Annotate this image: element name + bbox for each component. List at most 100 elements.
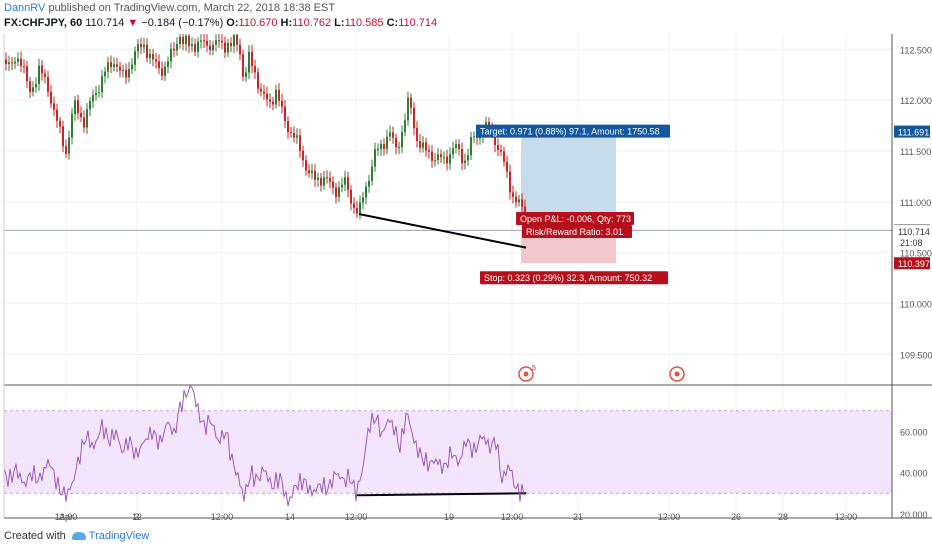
candle-body [254,66,256,73]
candle-body [422,142,424,148]
down-arrow-icon: ▼ [127,17,139,29]
time-tick-label: Apr [59,512,73,522]
candle-body [389,132,391,137]
last-price-badge: 110.714 [898,227,930,237]
candle-body [5,59,7,64]
candle-body [479,137,481,139]
last-price-badge-bg [894,224,930,237]
time-tick-label: 12:00 [55,512,78,522]
candle-body [269,99,271,102]
candle-body [47,76,49,92]
event-dot-icon [523,371,529,377]
candle-body [413,107,415,129]
price-tick-label: 111.500 [900,147,931,157]
stop-label-bg [480,271,668,285]
candle-body [302,150,304,161]
candle-body [518,199,520,203]
candle-body [173,48,175,51]
rr-label-bg [522,225,632,239]
candle-body [335,187,337,198]
candle-body [356,208,358,214]
candle-body [296,135,298,138]
candle-body [236,35,238,45]
candle-body [449,154,451,164]
price-tick-label: 110.500 [900,249,932,259]
candle-body [83,117,85,128]
candle-body [77,100,79,114]
candle-body [281,100,283,107]
candle-body [347,177,349,190]
target-price-badge-bg [894,125,930,138]
event-count: 5 [532,365,536,372]
candle-body [275,89,277,105]
candle-body [209,45,211,51]
candle-body [248,51,250,73]
trendlines[interactable] [355,213,527,497]
rsi-trendline [355,492,527,497]
candle-body [218,40,220,42]
candle-body [362,197,364,203]
candle-body [80,113,82,118]
candle-body [221,40,223,43]
candle-body [458,144,460,149]
time-tick-label: 12:00 [658,512,681,522]
price-change: −0.184 (−0.17%) [141,17,224,29]
rsi-band [4,410,892,494]
candle-body [425,142,427,151]
candle-body [152,53,154,60]
high-label: H: [280,17,293,29]
candle-body [239,44,241,55]
candle-body [392,132,394,138]
symbol-name[interactable]: FX:CHFJPY, 60 [4,17,83,29]
candle-body [191,44,193,47]
candle-body [50,91,52,104]
candle-body [134,51,136,65]
candle-body [515,196,517,203]
candle-body [299,135,301,151]
pnl-label-bg [516,212,634,226]
candle-body [272,101,274,105]
candle-body [314,170,316,180]
symbol-legend: FX:CHFJPY, 60 110.714 ▼ −0.184 (−0.17%) … [4,17,437,29]
price-tick-label: 110.000 [900,300,932,310]
candle-body [215,40,217,45]
candle-body [182,36,184,45]
time-tick-label: 19 [444,512,454,522]
candle-body [233,35,235,47]
candle-body [155,59,157,62]
candle-body [116,64,118,67]
candle-body [263,91,265,94]
candle-body [44,73,46,77]
rsi-grid [4,410,892,494]
candle-body [29,81,31,92]
low-label: L: [334,17,345,29]
candle-body [65,146,67,154]
stop-label: Stop: 0.323 (0.29%) 32.3, Amount: 750.32 [484,273,652,283]
candle-body [110,62,112,67]
candle-body [125,70,127,78]
time-tick-label: 12:00 [835,512,858,522]
candle-body [320,177,322,186]
candle-body [71,113,73,138]
rsi-tick-label: 60.000 [900,427,928,437]
tradingview-link[interactable]: TradingView [88,530,150,542]
candle-body [62,126,64,147]
candle-body [434,160,436,162]
candle-body [365,186,367,198]
time-tick-label: 26 [731,512,741,522]
candle-body [503,151,505,162]
candle-body [167,61,169,67]
candle-body [179,36,181,44]
candle-body [92,95,94,102]
candle-body [119,66,121,71]
candle-body [461,148,463,164]
rsi-tick-label: 20.000 [900,510,928,520]
author-link[interactable]: DannRV [4,2,46,14]
candle-body [107,62,109,72]
low-value: 110.585 [344,17,384,29]
candle-body [227,43,229,53]
candle-body [251,51,253,67]
candle-body [350,189,352,204]
candle-body [407,97,409,121]
